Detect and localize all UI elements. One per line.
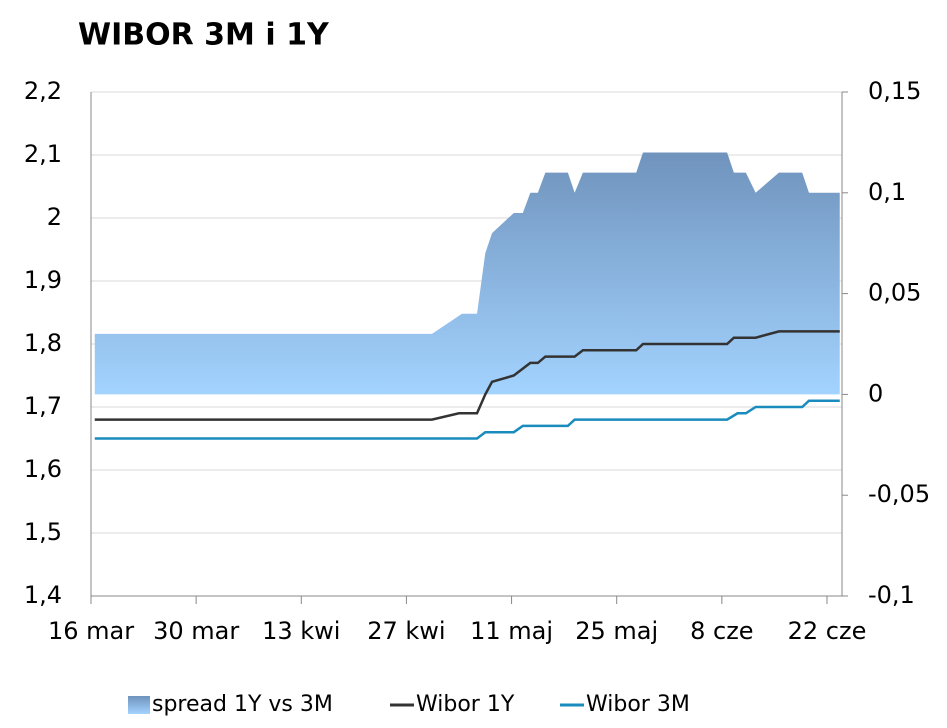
y2-tick-label: -0,1 (868, 581, 915, 609)
y-tick-label: 1,5 (24, 518, 62, 546)
y-tick-label: 1,4 (24, 581, 62, 609)
y-tick-label: 1,7 (24, 392, 62, 420)
y2-tick-label: 0 (868, 379, 883, 407)
y-tick-label: 2,1 (24, 140, 62, 168)
y-tick-label: 1,8 (24, 329, 62, 357)
y-tick-label: 1,9 (24, 266, 62, 294)
y2-tick-label: 0,15 (868, 77, 921, 105)
x-tick-label: 30 mar (153, 617, 239, 645)
y-tick-label: 2,2 (24, 77, 62, 105)
x-tick-label: 25 maj (575, 617, 658, 645)
y-tick-label: 2 (47, 203, 62, 231)
line (94, 399, 840, 440)
axes: 1,4 1,5 1,6 1,7 1,8 1,9 2 2,1 2,2 -0,1 -0,05 0 0,05 0… (24, 77, 930, 717)
x-tick-label: 11 maj (470, 617, 553, 645)
legend-label: spread 1Y vs 3M (152, 692, 333, 717)
legend-swatch (128, 696, 150, 714)
x-tick-label: 8 cze (690, 617, 753, 645)
legend-label: Wibor 1Y (416, 692, 515, 717)
x-tick-label: 13 kwi (262, 617, 340, 645)
x-tick-label: 27 kwi (367, 617, 445, 645)
chart-title: WIBOR 3M i 1Y (78, 18, 330, 53)
x-tick-label: 16 mar (48, 617, 134, 645)
y2-tick-label: 0,1 (868, 178, 906, 206)
y2-tick-label: 0,05 (868, 279, 921, 307)
y-tick-label: 1,6 (24, 455, 62, 483)
legend-label: Wibor 3M (586, 692, 690, 717)
area (94, 152, 840, 395)
x-tick-label: 22 cze (788, 617, 867, 645)
line (94, 330, 840, 421)
plot (94, 152, 840, 440)
y2-tick-label: -0,05 (868, 480, 930, 508)
